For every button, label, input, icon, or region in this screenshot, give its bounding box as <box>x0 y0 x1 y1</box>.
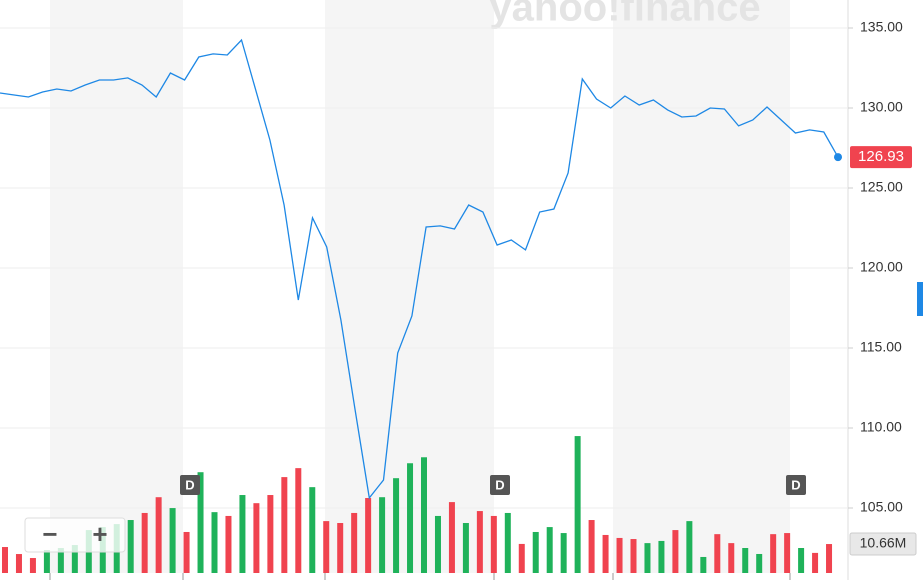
y-tick-label: 135.00 <box>860 19 903 35</box>
volume-bar <box>686 521 693 573</box>
volume-bar <box>379 497 386 573</box>
volume-bar <box>267 495 274 573</box>
volume-bar <box>532 531 539 573</box>
event-marker[interactable] <box>786 475 806 495</box>
volume-bar <box>672 530 679 573</box>
volume-bar <box>756 553 763 573</box>
volume-bar <box>658 540 665 573</box>
event-marker[interactable] <box>180 475 200 495</box>
volume-bar <box>770 534 777 573</box>
volume-bar <box>365 498 372 573</box>
volume-bar <box>574 436 581 573</box>
event-marker[interactable] <box>490 475 510 495</box>
volume-bar <box>225 515 232 573</box>
zoom-box <box>24 517 126 553</box>
volume-bar <box>560 533 567 573</box>
y-tick-label: 110.00 <box>860 419 902 435</box>
volume-bar <box>295 468 302 573</box>
volume-bar <box>393 478 400 573</box>
volume-label: 10.66M <box>860 535 907 551</box>
volume-badge <box>849 532 917 556</box>
volume-bar <box>630 539 637 573</box>
band <box>50 0 183 573</box>
volume-bar <box>616 537 623 573</box>
volume-bar <box>588 520 595 573</box>
volume-bar <box>71 545 78 573</box>
volume-bar <box>742 548 749 573</box>
volume-bar <box>728 543 735 573</box>
last-point <box>834 153 842 162</box>
side-tab[interactable] <box>917 282 923 316</box>
volume-bar <box>784 533 791 573</box>
volume-bar <box>490 515 497 573</box>
volume-bar <box>351 512 358 573</box>
volume-bar <box>644 543 651 573</box>
volume-bar <box>2 547 8 573</box>
volume-bar <box>183 531 190 573</box>
volume-bar <box>211 512 218 573</box>
volume-bar <box>826 544 833 573</box>
volume-bar <box>239 495 246 573</box>
volume-bar <box>504 512 511 573</box>
volume-bar <box>29 558 36 573</box>
price-label: 126.93 <box>858 148 904 165</box>
watermark: yahoo!finance <box>489 0 760 30</box>
volume-bar <box>337 523 344 573</box>
price-badge <box>850 146 912 169</box>
volume-bar <box>169 508 176 573</box>
price-line <box>0 38 839 500</box>
volume-bar <box>127 520 134 573</box>
volume-bar <box>602 534 609 573</box>
volume-bar <box>281 477 288 573</box>
volume-bar <box>546 527 553 573</box>
volume-bar <box>309 487 316 573</box>
zoom-button[interactable]: − <box>42 519 57 549</box>
volume-bar <box>476 511 483 573</box>
volume-bar <box>812 552 819 573</box>
volume-bar <box>700 556 707 573</box>
event-label: D <box>791 477 800 492</box>
volume-bar <box>407 463 414 573</box>
volume-bar <box>141 512 148 573</box>
volume-bar <box>253 503 260 573</box>
volume-bar <box>197 472 204 573</box>
volume-bar <box>323 521 330 573</box>
volume-bar <box>57 548 64 573</box>
volume-bar <box>155 497 162 573</box>
y-tick-label: 120.00 <box>860 259 903 275</box>
volume-bar <box>714 534 721 573</box>
y-tick-label: 105.00 <box>860 499 903 515</box>
volume-bar <box>434 515 441 573</box>
y-tick-label: 125.00 <box>860 179 903 195</box>
band <box>613 0 790 573</box>
volume-bar <box>462 523 469 573</box>
volume-bar <box>448 502 455 573</box>
event-label: D <box>495 477 504 492</box>
volume-bar <box>15 554 22 573</box>
volume-bar <box>518 543 525 573</box>
volume-bar <box>798 548 805 573</box>
volume-bar <box>421 457 427 573</box>
volume-bar <box>43 550 50 573</box>
zoom-button[interactable]: + <box>92 519 107 549</box>
y-tick-label: 115.00 <box>860 339 902 355</box>
y-tick-label: 130.00 <box>860 99 903 115</box>
event-label: D <box>185 477 194 492</box>
